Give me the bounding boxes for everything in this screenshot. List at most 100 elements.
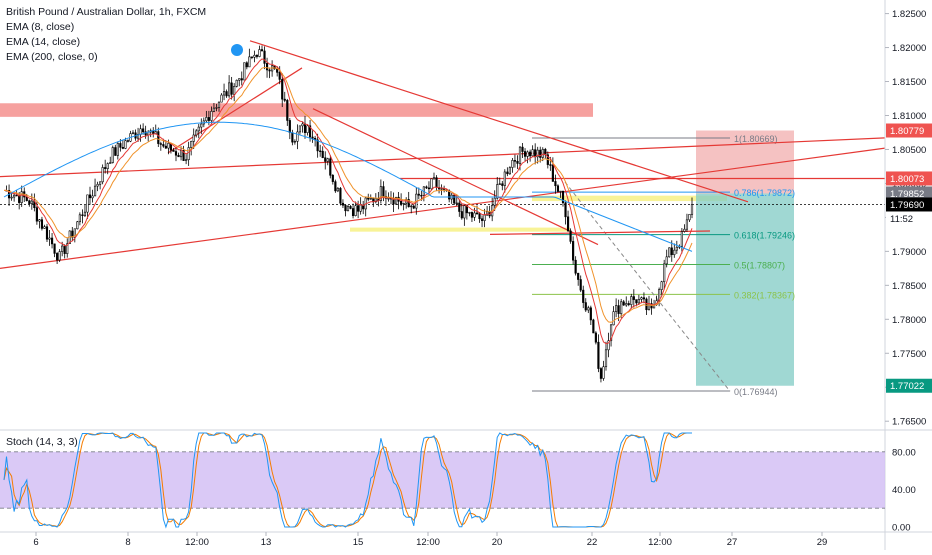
price-label-text: 1.80779	[890, 126, 924, 137]
candle-down	[159, 143, 162, 145]
candle-down	[670, 247, 673, 256]
time-tick-label: 29	[817, 537, 828, 548]
candle-down	[574, 259, 577, 274]
candle-down	[319, 150, 322, 152]
candle-up	[10, 196, 13, 199]
candle-down	[260, 49, 264, 52]
candle-down	[265, 63, 269, 71]
candle-up	[359, 204, 362, 212]
candle-up	[30, 200, 33, 204]
candle-down	[174, 151, 178, 156]
time-tick-label: 12:00	[185, 537, 209, 548]
candle-down	[40, 219, 44, 229]
stoch-tick-label: 40.00	[892, 485, 916, 496]
candle-down	[453, 194, 456, 204]
fib-level-label: 0.382(1.78367)	[734, 290, 795, 300]
candle-up	[78, 214, 81, 223]
candle-up	[615, 305, 618, 312]
candle-down	[635, 299, 638, 304]
candle-up	[440, 188, 443, 190]
candle-down	[56, 253, 59, 261]
candle-down	[569, 230, 572, 242]
candle-down	[63, 245, 66, 254]
candle-down	[357, 205, 360, 212]
time-tick-label: 8	[125, 537, 130, 548]
candle-up	[83, 211, 87, 216]
stoch-band	[0, 451, 885, 509]
candle-down	[417, 193, 420, 196]
candle-down	[114, 147, 117, 156]
fib-level-label: 0(1.76944)	[734, 387, 778, 397]
candle-down	[18, 194, 21, 203]
candle-up	[607, 340, 610, 351]
candle-down	[121, 146, 124, 149]
candle-down	[642, 297, 646, 300]
candle-down	[622, 301, 625, 306]
candle-up	[683, 228, 686, 232]
candle-down	[81, 214, 84, 216]
price-tick-label: 1.77500	[892, 349, 926, 360]
candle-down	[551, 164, 554, 182]
candle-down	[157, 131, 160, 144]
candle-up	[13, 194, 16, 198]
candle-down	[250, 56, 253, 58]
time-tick-label: 15	[353, 537, 364, 548]
ema14-legend: EMA (14, close)	[6, 36, 81, 48]
stoch-tick-label: 80.00	[892, 447, 916, 458]
price-tick-label: 1.78500	[892, 281, 926, 292]
candle-up	[660, 281, 663, 290]
candle-down	[255, 54, 259, 57]
candle-up	[253, 54, 256, 58]
candle-up	[192, 134, 195, 142]
candle-up	[486, 211, 489, 216]
candle-up	[298, 125, 302, 133]
candle-up	[93, 185, 97, 197]
candle-down	[561, 190, 565, 204]
candle-up	[99, 181, 102, 185]
candle-up	[640, 297, 643, 300]
time-tick-label: 6	[33, 537, 38, 548]
candle-down	[521, 146, 524, 152]
candle-up	[531, 149, 534, 157]
candle-down	[632, 296, 635, 300]
candle-down	[592, 319, 595, 334]
candle-down	[480, 218, 484, 221]
support-zone-yellow-2	[350, 227, 570, 232]
candle-down	[554, 181, 557, 187]
candle-down	[207, 117, 210, 121]
countdown-tag	[886, 211, 932, 226]
candle-down	[427, 187, 431, 190]
candle-up	[604, 349, 608, 368]
ema8-legend: EMA (8, close)	[6, 21, 75, 33]
candle-down	[534, 149, 537, 158]
candle-up	[630, 296, 633, 305]
upper-channel-line	[0, 137, 886, 178]
candle-up	[195, 130, 198, 136]
candle-up	[73, 228, 76, 238]
candle-down	[324, 157, 327, 162]
candle-down	[582, 289, 585, 303]
candle-down	[291, 132, 294, 143]
candle-up	[131, 132, 135, 134]
time-tick-label: 20	[492, 537, 503, 548]
candle-down	[425, 186, 428, 189]
symbol-title: British Pound / Australian Dollar, 1h, F…	[6, 6, 207, 18]
candle-up	[258, 49, 261, 57]
candle-down	[281, 79, 284, 100]
candle-up	[220, 94, 223, 103]
ema8-line	[4, 58, 693, 345]
candle-up	[238, 78, 241, 81]
candle-down	[407, 199, 410, 208]
candle-down	[288, 120, 291, 133]
candle-up	[43, 226, 46, 229]
candle-down	[470, 212, 474, 218]
candle-down	[597, 341, 600, 369]
candle-up	[663, 263, 666, 283]
stoch-legend: Stoch (14, 3, 3)	[6, 436, 78, 448]
candle-up	[675, 246, 678, 251]
time-tick-label: 12:00	[648, 537, 672, 548]
price-label-text: 1.77022	[890, 381, 924, 392]
candle-up	[215, 107, 218, 109]
